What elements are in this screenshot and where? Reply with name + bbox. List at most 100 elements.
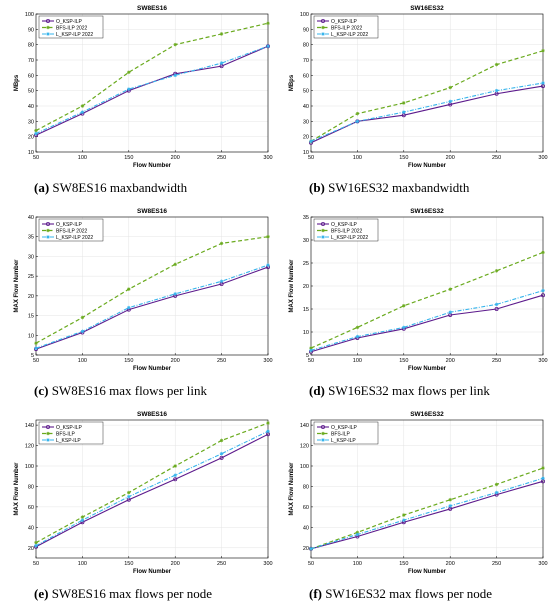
x-tick-label: 300 xyxy=(263,155,272,161)
caption-letter: (b) xyxy=(309,180,325,195)
series-line xyxy=(310,294,544,353)
x-tick-label: 150 xyxy=(124,358,133,364)
data-point xyxy=(173,477,178,482)
caption-text: SW8ES16 maxbandwidth xyxy=(52,180,188,195)
series-l_ksp-ilp xyxy=(34,44,270,136)
caption-letter: (d) xyxy=(309,383,325,398)
y-tick-label: 120 xyxy=(300,444,309,450)
series-line xyxy=(35,45,269,135)
y-tick-label: 25 xyxy=(28,274,34,280)
y-tick-label: 40 xyxy=(303,104,309,110)
y-tick-label: 100 xyxy=(300,464,309,470)
legend-label: BFS-ILP xyxy=(331,431,351,437)
legend-label: BFS-ILP 2022 xyxy=(56,25,88,31)
data-point xyxy=(494,482,499,487)
chart-title: SW16ES32 xyxy=(410,411,444,418)
data-point xyxy=(402,518,406,522)
x-tick-label: 100 xyxy=(353,358,362,364)
series-l_ksp-ilp xyxy=(34,429,270,548)
x-tick-label: 250 xyxy=(217,358,226,364)
data-point xyxy=(127,70,131,75)
data-point xyxy=(127,490,131,495)
data-point xyxy=(448,99,452,104)
data-point xyxy=(448,497,452,502)
data-point xyxy=(448,504,452,508)
chart-d: 50 100 150 200 250 300 5 10 15 20 25 30 35 SW16ES32 Fl… xyxy=(289,208,548,372)
data-point xyxy=(34,543,38,548)
data-point xyxy=(34,131,38,136)
y-tick-label: 20 xyxy=(28,135,34,141)
y-tick-label: 30 xyxy=(303,119,309,125)
series-line xyxy=(310,82,544,142)
x-tick-label: 200 xyxy=(171,358,180,364)
data-point xyxy=(266,429,270,434)
y-tick-label: 80 xyxy=(28,484,34,490)
data-point xyxy=(402,303,406,308)
x-tick-label: 250 xyxy=(492,358,501,364)
data-point xyxy=(494,62,499,67)
y-axis-label: MAX Flow Number xyxy=(14,259,20,313)
caption-text: SW8ES16 max flows per node xyxy=(51,586,212,601)
data-point xyxy=(266,234,270,239)
x-axis-label: Flow Number xyxy=(133,569,172,575)
y-axis-label: MAX Flow Number xyxy=(289,462,295,516)
caption-letter: (f) xyxy=(309,586,322,601)
series-l_ksp-ilp xyxy=(309,476,545,551)
y-tick-label: 140 xyxy=(300,423,309,429)
axes-frame xyxy=(35,216,269,356)
x-tick-label: 250 xyxy=(492,155,501,161)
legend-marker xyxy=(46,32,50,36)
x-tick-label: 150 xyxy=(124,155,133,161)
y-tick-label: 80 xyxy=(28,43,34,49)
x-tick-label: 50 xyxy=(308,155,314,161)
y-axis-label: MAX Flow Number xyxy=(14,462,20,516)
data-point xyxy=(541,250,545,255)
caption-c: (c) SW8ES16 max flows per link xyxy=(0,379,275,403)
data-point xyxy=(448,85,452,90)
chart-title: SW8ES16 xyxy=(137,411,167,418)
series-line xyxy=(35,264,269,349)
x-tick-label: 150 xyxy=(399,561,408,567)
legend-box xyxy=(313,218,379,242)
caption-text: SW16ES32 max flows per node xyxy=(325,586,493,601)
data-point xyxy=(541,476,545,481)
legend-label: L_KSP-ILP 2022 xyxy=(331,32,368,38)
data-point xyxy=(80,104,85,108)
chart-a: 50 100 150 200 250 300 10 20 30 40 50 60 70 80 90 100 SW… xyxy=(14,5,273,169)
data-point xyxy=(309,139,313,144)
legend-marker xyxy=(46,431,50,436)
y-tick-label: 30 xyxy=(28,119,34,125)
chart-b: 50 100 150 200 250 300 10 20 30 40 50 60 70 80 90 100 SW… xyxy=(289,5,548,169)
y-axis-label: MBps xyxy=(289,74,295,91)
data-point xyxy=(355,111,360,116)
y-tick-label: 20 xyxy=(28,546,34,552)
y-tick-label: 40 xyxy=(28,525,34,531)
data-point xyxy=(266,263,270,267)
legend-label: L_KSP-ILP 2022 xyxy=(56,32,93,38)
data-point xyxy=(127,494,131,499)
chart-f: 50 100 150 200 250 300 20 40 60 80 100 120 140 SW16ES… xyxy=(289,411,548,575)
data-point xyxy=(219,451,224,456)
caption-text: SW16ES32 maxbandwidth xyxy=(328,180,470,195)
y-tick-label: 5 xyxy=(306,353,309,359)
x-tick-label: 200 xyxy=(446,561,455,567)
caption-e: (e) SW8ES16 max flows per node xyxy=(0,582,275,606)
data-point xyxy=(494,269,499,273)
legend-marker xyxy=(46,25,50,30)
series-bfs-ilp xyxy=(309,250,545,350)
chart-panel-d: 50 100 150 200 250 300 5 10 15 20 25 30 35 SW16ES32 Fl… xyxy=(275,203,550,406)
y-tick-label: 60 xyxy=(28,73,34,79)
series-bfs-ilp xyxy=(34,21,270,133)
y-tick-label: 90 xyxy=(28,27,34,33)
y-tick-label: 35 xyxy=(303,215,309,221)
legend-label: O_KSP-ILP xyxy=(56,425,83,431)
y-tick-label: 70 xyxy=(28,58,34,64)
x-tick-label: 250 xyxy=(217,155,226,161)
x-axis-label: Flow Number xyxy=(133,366,172,372)
data-point xyxy=(494,88,499,93)
data-point xyxy=(219,438,224,443)
